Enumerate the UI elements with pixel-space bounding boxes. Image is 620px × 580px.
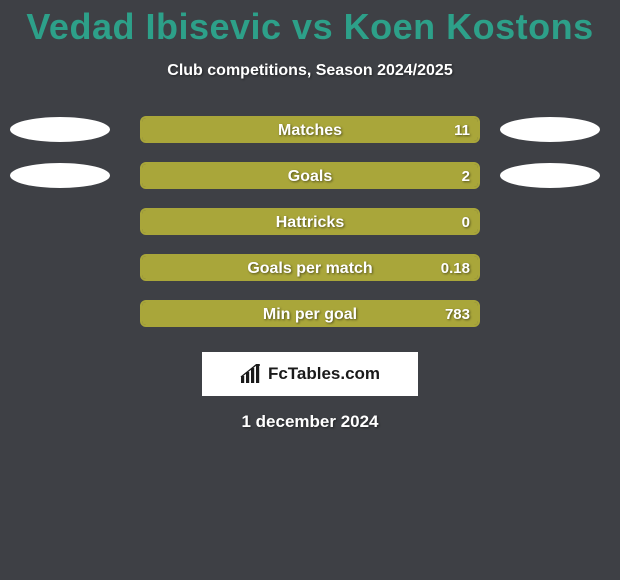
stat-value: 11: [454, 122, 470, 139]
stat-bar: Hattricks 0: [140, 208, 480, 235]
page-title: Vedad Ibisevic vs Koen Kostons: [0, 6, 620, 48]
stat-label: Goals: [142, 168, 478, 186]
stat-label: Hattricks: [142, 214, 478, 232]
stat-row: Goals per match 0.18: [0, 248, 620, 294]
stat-bar: Goals 2: [140, 162, 480, 189]
stat-label: Goals per match: [142, 260, 478, 278]
stat-row: Matches 11: [0, 110, 620, 156]
stat-bar: Matches 11: [140, 116, 480, 143]
page-subtitle: Club competitions, Season 2024/2025: [0, 62, 620, 80]
stat-bar: Goals per match 0.18: [140, 254, 480, 281]
stat-rows: Matches 11 Goals 2 Hattricks 0 Goals per…: [0, 110, 620, 340]
comparison-infographic: Vedad Ibisevic vs Koen Kostons Club comp…: [0, 0, 620, 432]
date-text: 1 december 2024: [0, 412, 620, 432]
stat-value: 0.18: [441, 260, 470, 277]
stat-value: 2: [462, 168, 470, 185]
stat-value: 0: [462, 214, 470, 231]
stat-label: Matches: [142, 122, 478, 140]
stat-label: Min per goal: [142, 306, 478, 324]
stat-row: Min per goal 783: [0, 294, 620, 340]
stat-row: Hattricks 0: [0, 202, 620, 248]
brand-box: FcTables.com: [202, 352, 418, 396]
stat-row: Goals 2: [0, 156, 620, 202]
player-right-oval: [500, 163, 600, 188]
player-right-oval: [500, 117, 600, 142]
stat-bar: Min per goal 783: [140, 300, 480, 327]
bar-chart-icon: [240, 364, 262, 384]
brand-text: FcTables.com: [268, 364, 380, 384]
player-left-oval: [10, 117, 110, 142]
stat-value: 783: [445, 306, 470, 323]
player-left-oval: [10, 163, 110, 188]
